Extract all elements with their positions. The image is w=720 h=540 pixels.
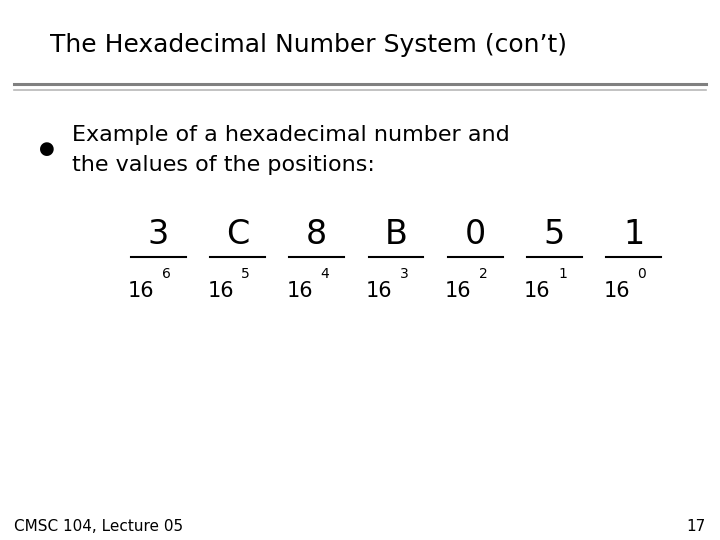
Text: 16: 16 (128, 280, 155, 301)
Text: 1: 1 (558, 267, 567, 281)
Text: 16: 16 (207, 280, 234, 301)
Text: Example of a hexadecimal number and: Example of a hexadecimal number and (72, 125, 510, 145)
Text: 16: 16 (603, 280, 630, 301)
Text: 17: 17 (686, 519, 706, 534)
Text: 16: 16 (524, 280, 551, 301)
Text: 8: 8 (306, 218, 328, 252)
Text: 5: 5 (544, 218, 565, 252)
Text: 0: 0 (464, 218, 486, 252)
Text: the values of the positions:: the values of the positions: (72, 154, 375, 175)
Text: 16: 16 (287, 280, 313, 301)
Text: 16: 16 (366, 280, 392, 301)
Text: 1: 1 (623, 218, 644, 252)
Text: CMSC 104, Lecture 05: CMSC 104, Lecture 05 (14, 519, 184, 534)
Text: The Hexadecimal Number System (con’t): The Hexadecimal Number System (con’t) (50, 33, 567, 57)
Text: 6: 6 (162, 267, 171, 281)
Text: 2: 2 (479, 267, 487, 281)
Text: 16: 16 (445, 280, 472, 301)
Text: 3: 3 (148, 218, 169, 252)
Text: B: B (384, 218, 408, 252)
Text: 5: 5 (241, 267, 250, 281)
Text: 0: 0 (637, 267, 646, 281)
Text: 3: 3 (400, 267, 408, 281)
Text: 4: 4 (320, 267, 329, 281)
Text: ●: ● (39, 139, 55, 158)
Text: C: C (226, 218, 249, 252)
